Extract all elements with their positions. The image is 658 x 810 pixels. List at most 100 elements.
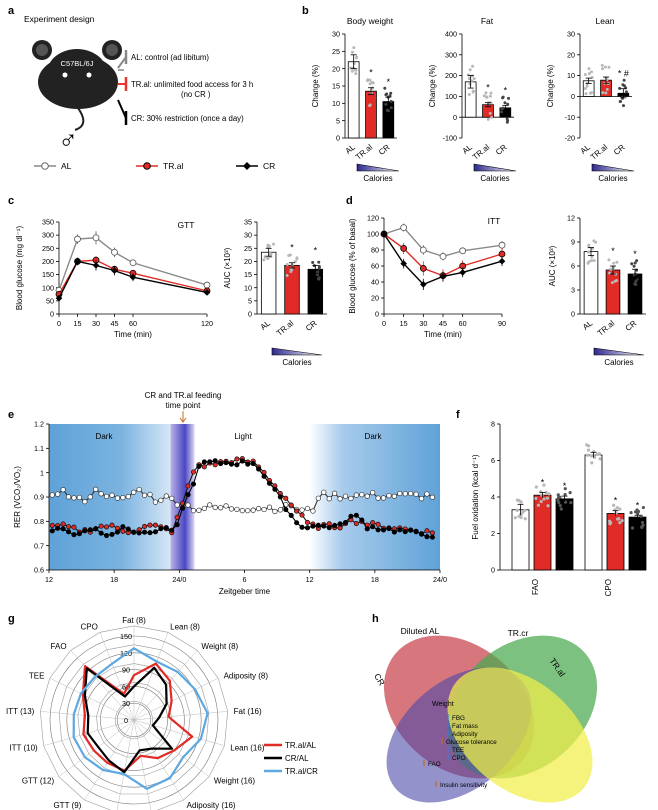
- male-symbol: ♂: [58, 124, 78, 154]
- rer-point: [147, 530, 153, 536]
- rer-point: [261, 473, 267, 479]
- data-dot: [621, 83, 625, 87]
- data-dot: [540, 493, 544, 497]
- data-dot: [592, 239, 596, 243]
- group-label: TR.al: [589, 143, 610, 162]
- data-dot: [523, 508, 527, 512]
- data-dot: [563, 492, 567, 497]
- radar-axis-label: Adiposity (16): [187, 801, 236, 810]
- radar-axis-label: ITT (10): [9, 743, 38, 752]
- data-dot: [590, 76, 594, 80]
- radar-spoke: [133, 719, 225, 746]
- significance-mark: *: [369, 68, 373, 78]
- data-dot: [295, 256, 299, 260]
- significance-mark: * #: [618, 69, 629, 79]
- data-dot: [547, 492, 551, 496]
- radar-axis-label: Lean (8): [170, 623, 200, 632]
- rer-point: [152, 529, 158, 535]
- data-dot: [488, 94, 492, 98]
- y-tick-label: 350: [42, 218, 54, 227]
- y-tick-label: 0: [453, 113, 457, 122]
- rer-point: [370, 489, 376, 496]
- significance-mark: *: [541, 477, 545, 487]
- x-tick-label: 45: [439, 319, 447, 328]
- radar-spoke: [40, 711, 135, 721]
- data-dot: [471, 89, 475, 93]
- rer-point: [152, 522, 158, 528]
- data-dot: [603, 65, 607, 69]
- y-tick-label: -100: [443, 134, 457, 143]
- data-dot: [489, 101, 493, 105]
- legend-marker: [243, 162, 251, 170]
- data-dot: [467, 77, 471, 81]
- data-dot: [569, 501, 573, 505]
- rer-point: [109, 531, 115, 537]
- rer-point: [424, 491, 430, 497]
- mouse-head: [47, 49, 107, 97]
- rer-point: [131, 529, 137, 535]
- group-label: TR.al: [471, 143, 492, 162]
- radar-ring-label: 0: [124, 716, 128, 725]
- data-point: [92, 234, 100, 242]
- rer-point: [277, 507, 283, 513]
- data-dot: [590, 255, 594, 259]
- radar-ring-label: 150: [120, 632, 132, 641]
- radar-axis-label: ITT (13): [6, 707, 35, 716]
- data-dot: [612, 503, 616, 507]
- rer-point: [180, 505, 186, 511]
- rer-point: [359, 491, 365, 498]
- data-point: [55, 294, 63, 302]
- arm-line: [117, 99, 127, 119]
- data-dot: [620, 518, 624, 523]
- radar-axis-label: FAO: [51, 642, 67, 651]
- rer-point: [353, 512, 359, 518]
- rer-point: [424, 528, 430, 534]
- y-tick-label: 10: [332, 99, 340, 108]
- group-label: CR: [612, 142, 627, 156]
- data-dot: [388, 94, 392, 98]
- data-dot: [484, 91, 488, 95]
- rer-point: [93, 526, 99, 532]
- data-dot: [349, 66, 353, 70]
- y-tick-label: 0.6: [34, 566, 44, 575]
- radar-spoke: [133, 719, 184, 801]
- data-dot: [517, 514, 521, 518]
- rer-point: [141, 492, 148, 498]
- rer-point: [321, 489, 327, 495]
- y-tick-label: 8: [491, 420, 495, 429]
- y-tick-label: 15: [244, 270, 252, 279]
- x-tick-label: 30: [92, 319, 100, 328]
- chart-title: Lean: [596, 16, 615, 26]
- rer-point: [424, 534, 430, 540]
- y-axis-label: AUC (×10³): [548, 245, 557, 286]
- bar-2: [627, 273, 643, 315]
- arm-label: CR: 30% restriction (once a day): [131, 114, 244, 123]
- radar-series-CR/AL: [83, 666, 174, 774]
- y-tick-label: 0: [248, 310, 252, 319]
- radar-grid-outer: [58, 644, 210, 795]
- y-tick-label: 30: [244, 231, 252, 240]
- rer-point: [114, 495, 121, 501]
- mouse-strain-label: C57BL/6J: [61, 59, 94, 68]
- data-dot: [515, 508, 519, 512]
- y-tick-label: 50: [46, 296, 54, 305]
- rer-point: [66, 524, 72, 530]
- rer-point: [93, 486, 99, 492]
- y-tick-label: 1: [40, 468, 44, 477]
- data-dot: [640, 525, 644, 529]
- radar-spoke: [133, 632, 169, 721]
- y-tick-label: 60: [371, 262, 379, 271]
- radar-spoke: [133, 719, 152, 810]
- bar-1: [605, 269, 621, 315]
- calories-wedge: [593, 347, 645, 356]
- y-axis-label: Blood glucose (mg dl⁻¹): [15, 226, 24, 311]
- rer-point: [245, 461, 251, 467]
- rer-point: [353, 521, 359, 527]
- data-dot: [600, 63, 604, 67]
- calories-wedge: [356, 163, 400, 172]
- data-dot: [636, 511, 640, 516]
- significance-mark: *: [486, 83, 490, 93]
- rer-point: [283, 506, 289, 513]
- group-label: TR.al: [275, 319, 296, 338]
- significance-mark: *: [504, 85, 508, 95]
